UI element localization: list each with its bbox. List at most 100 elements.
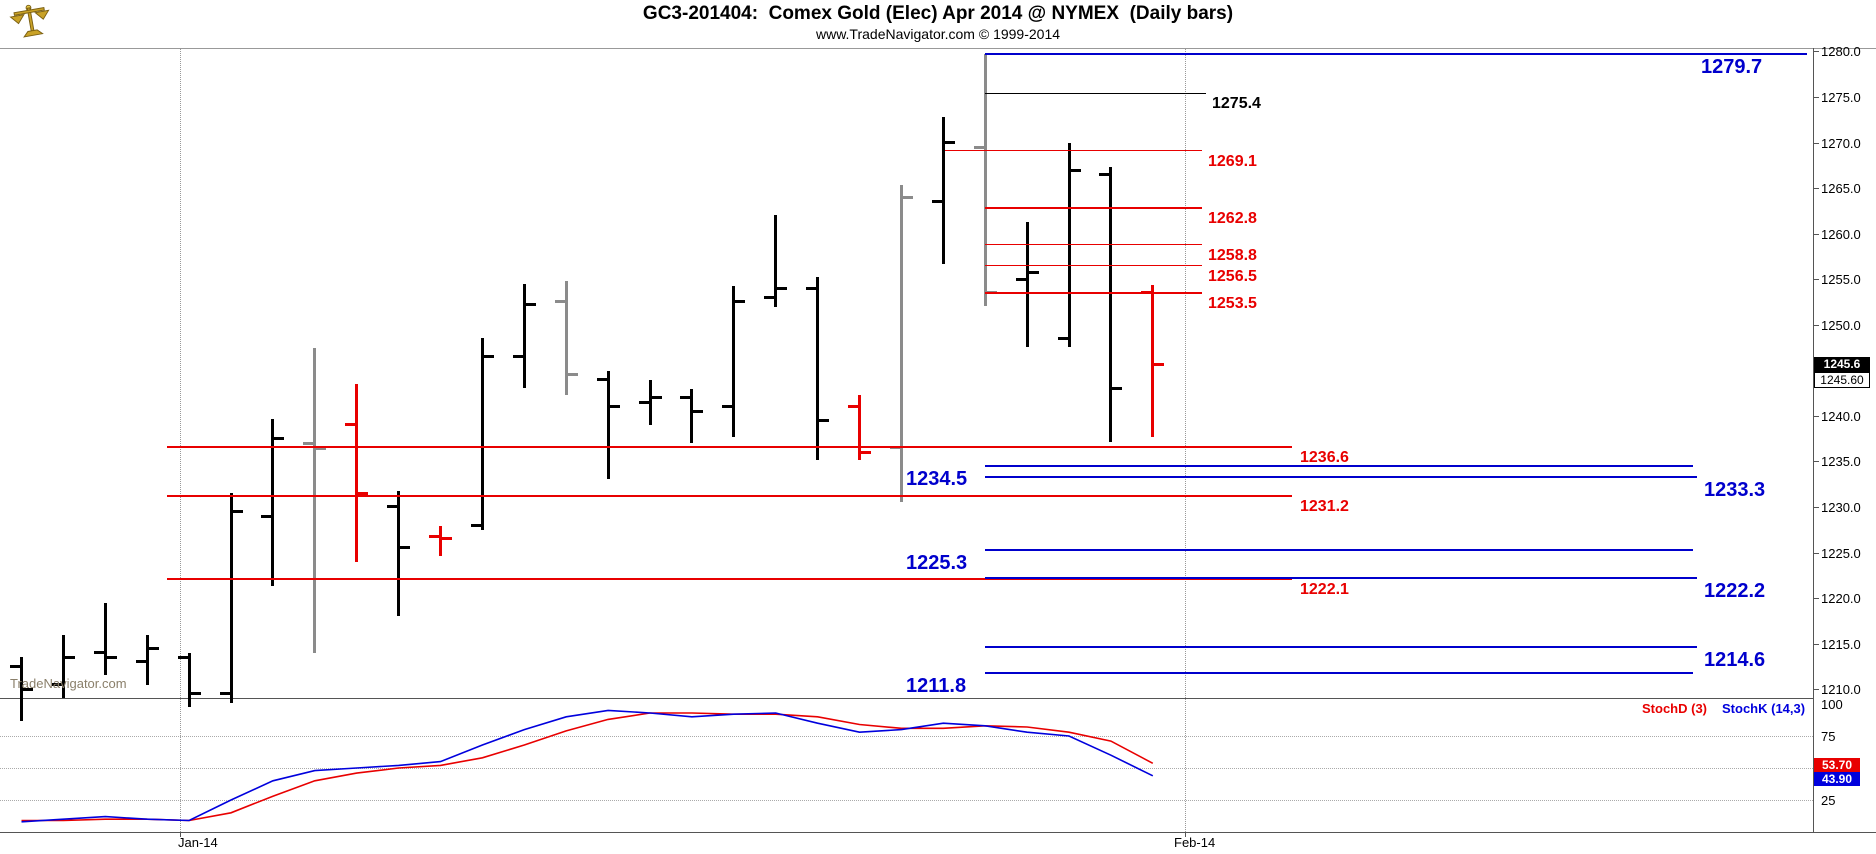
ohlc-bar	[187, 652, 191, 708]
ohlc-close-tick	[148, 646, 159, 650]
ohlc-bar	[20, 657, 23, 722]
ohlc-open-tick	[51, 683, 62, 687]
ohlc-bar	[1109, 167, 1113, 443]
level-line-1258.8[interactable]	[985, 243, 1202, 246]
ohlc-open-tick	[429, 534, 439, 538]
price-axis-tickmark	[1813, 643, 1819, 645]
price-axis-tickmark	[1813, 415, 1819, 417]
price-axis-label: 1215.0	[1821, 636, 1861, 652]
ohlc-close-tick	[735, 300, 746, 304]
last-price-box: 1245.60	[1814, 372, 1870, 388]
price-axis-tickmark	[1813, 142, 1819, 144]
price-axis-tickmark	[1813, 689, 1819, 691]
gold-scales-icon	[9, 4, 50, 38]
level-line-1236.6[interactable]	[167, 446, 1292, 448]
price-axis-label: 1235.0	[1821, 454, 1861, 470]
ohlc-bar	[564, 280, 568, 395]
ohlc-bar	[983, 54, 987, 306]
level-line-1231.2[interactable]	[167, 495, 1292, 497]
ohlc-bar	[103, 602, 107, 676]
price-axis-tickmark	[1813, 233, 1819, 235]
trade-navigator-logo	[8, 1, 54, 47]
chart-subtitle: www.TradeNavigator.com © 1999-2014	[815, 26, 1061, 42]
ohlc-bar	[522, 283, 526, 389]
ohlc-close-tick	[358, 491, 369, 495]
level-label-1269.1: 1269.1	[1208, 152, 1257, 170]
ohlc-open-tick	[596, 377, 607, 381]
level-line-1225.3[interactable]	[985, 548, 1693, 551]
ohlc-bar	[439, 526, 442, 557]
ohlc-open-tick	[512, 355, 523, 359]
level-label-1256.5: 1256.5	[1208, 267, 1257, 285]
ohlc-bar	[690, 389, 694, 444]
ohlc-close-tick	[106, 655, 117, 659]
price-axis-tickmark	[1813, 552, 1819, 554]
ohlc-open-tick	[1057, 336, 1068, 340]
ohlc-open-tick	[10, 664, 20, 668]
stoch-line-StochK (14,3)	[21, 709, 1154, 823]
stochd-label[interactable]: StochD (3)	[1642, 701, 1707, 716]
level-line-1234.5[interactable]	[985, 464, 1693, 467]
price-axis-label: 1275.0	[1821, 89, 1861, 105]
chart-title: GC3-201404: Comex Gold (Elec) Apr 2014 @…	[642, 3, 1234, 24]
level-line-1256.5[interactable]	[985, 264, 1202, 267]
stochd-value-badge: 53.70	[1814, 758, 1860, 772]
ohlc-bar	[816, 277, 820, 461]
ohlc-close-tick	[316, 447, 327, 451]
level-label-1222.1: 1222.1	[1300, 580, 1349, 598]
ohlc-open-tick	[722, 405, 733, 409]
price-axis-label: 1220.0	[1821, 591, 1861, 607]
level-label-1222.2: 1222.2	[1704, 580, 1766, 603]
ohlc-open-tick	[93, 651, 104, 655]
stochk-value-badge: 43.90	[1814, 772, 1860, 786]
ohlc-close-tick	[861, 450, 871, 454]
ohlc-close-tick	[190, 692, 201, 696]
level-label-1275.4: 1275.4	[1212, 95, 1261, 113]
ohlc-bar	[1151, 284, 1155, 437]
level-line-1269.1[interactable]	[945, 149, 1202, 152]
ohlc-open-tick	[219, 692, 230, 696]
ohlc-open-tick	[345, 423, 356, 427]
level-line-1222.2[interactable]	[985, 577, 1697, 580]
price-axis-border	[1813, 48, 1814, 832]
ohlc-close-tick	[483, 355, 494, 359]
ohlc-bar	[858, 394, 861, 461]
ohlc-bar	[397, 490, 401, 617]
level-label-1236.6: 1236.6	[1300, 448, 1349, 466]
level-line-1233.3[interactable]	[985, 475, 1697, 478]
ohlc-bar	[899, 185, 903, 503]
level-line-1262.8[interactable]	[985, 207, 1202, 209]
stoch-gridline	[0, 736, 1813, 737]
price-axis-tickmark	[1813, 96, 1819, 98]
x-axis-label-jan: Jan-14	[178, 835, 218, 850]
price-axis-tickmark	[1813, 324, 1819, 326]
ohlc-close-tick	[1028, 271, 1039, 275]
ohlc-bar	[480, 338, 484, 530]
level-label-1234.5: 1234.5	[906, 467, 968, 490]
stoch-axis-label: 100	[1821, 697, 1843, 712]
level-line-1211.8[interactable]	[985, 671, 1693, 674]
level-line-1222.1[interactable]	[167, 578, 1292, 580]
x-axis-line	[0, 832, 1876, 833]
stoch-line-StochD (3)	[21, 712, 1154, 822]
price-axis-label: 1225.0	[1821, 545, 1861, 561]
level-line-1253.5[interactable]	[985, 292, 1202, 294]
price-axis-label: 1250.0	[1821, 317, 1861, 333]
ohlc-open-tick	[261, 514, 272, 518]
price-axis-label: 1280.0	[1821, 44, 1861, 60]
level-line-1279.7[interactable]	[985, 53, 1807, 56]
price-axis-label: 1265.0	[1821, 181, 1861, 197]
level-line-1214.6[interactable]	[985, 646, 1697, 649]
ohlc-close-tick	[400, 546, 411, 550]
price-chart-panel[interactable]	[0, 48, 1813, 698]
ohlc-bar	[61, 634, 65, 699]
stochk-label[interactable]: StochK (14,3)	[1722, 701, 1806, 716]
stoch-axis-label: 75	[1821, 729, 1836, 744]
watermark: TradeNavigator.com	[10, 676, 127, 691]
ohlc-open-tick	[387, 505, 398, 509]
level-label-1258.8: 1258.8	[1208, 246, 1257, 264]
ohlc-open-tick	[135, 660, 146, 664]
price-axis-tickmark	[1813, 461, 1819, 463]
level-line-1275.4[interactable]	[985, 92, 1206, 95]
